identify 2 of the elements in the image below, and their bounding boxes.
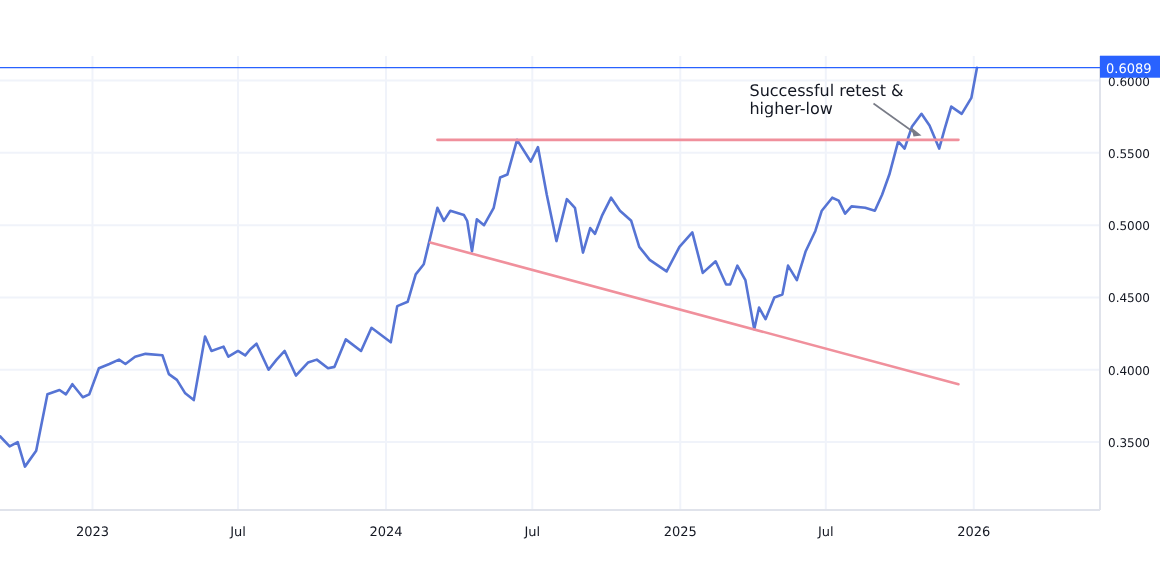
annotation: Successful retest & higher-low xyxy=(749,81,904,118)
line-series xyxy=(0,66,979,468)
